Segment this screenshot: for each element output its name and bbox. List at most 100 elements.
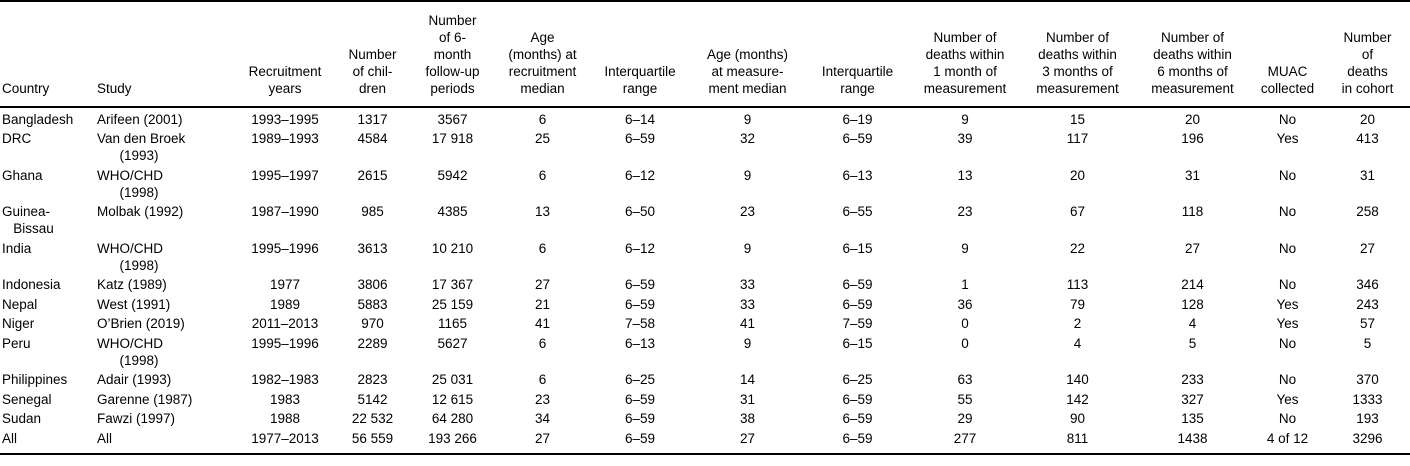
- cell-interquartile-range-recruitment: 6–14: [624, 111, 656, 127]
- header-row: Country Study Recruitment years Number of c…: [0, 1, 1410, 107]
- cell-deaths-within-6-months: 118: [1181, 204, 1204, 219]
- cell-deaths-within-1-month: 0: [961, 316, 969, 331]
- cell-age-at-recruitment-median: 34: [534, 411, 551, 426]
- cell-age-at-recruitment-median: 27: [534, 430, 551, 446]
- cell-deaths-in-cohort: 193: [1356, 411, 1379, 426]
- cell-interquartile-range-measurement: 6–19: [842, 111, 873, 127]
- column-header-age-at-recruitment-median: Age (months) at recruitment median: [508, 30, 577, 96]
- cell-country: Senegal: [2, 391, 52, 407]
- cell-age-at-measurement-median: 41: [739, 316, 756, 331]
- cell-deaths-within-1-month: 13: [957, 167, 973, 183]
- cell-age-at-measurement-median: 9: [743, 335, 752, 351]
- cell-deaths-within-6-months: 27: [1184, 240, 1201, 256]
- cell-recruitment-years: 1987–1990: [251, 204, 319, 219]
- cell-number-of-children: 4584: [357, 131, 388, 146]
- cell-number-of-children: 1317: [357, 111, 388, 127]
- cell-age-at-recruitment-median: 13: [534, 204, 551, 219]
- cell-number-of-children: 970: [361, 316, 384, 331]
- cell-deaths-within-3-months: 142: [1066, 391, 1089, 407]
- cell-muac-collected: No: [1278, 335, 1297, 351]
- cell-deaths-within-1-month: 0: [961, 335, 969, 351]
- cell-deaths-in-cohort: 346: [1356, 277, 1379, 292]
- cell-recruitment-years: 1977–2013: [251, 430, 319, 446]
- cell-deaths-in-cohort: 1333: [1352, 391, 1383, 407]
- cell-number-of-children: 56 559: [351, 430, 394, 446]
- cell-study: Van den Broek (1993): [97, 131, 186, 163]
- cell-recruitment-years: 1989–1993: [251, 131, 319, 146]
- cell-country: DRC: [2, 131, 32, 146]
- cell-recruitment-years: 1993–1995: [251, 111, 319, 127]
- cell-age-at-recruitment-median: 41: [534, 316, 551, 331]
- cell-deaths-within-3-months: 4: [1073, 335, 1082, 351]
- cell-deaths-in-cohort: 243: [1356, 296, 1379, 312]
- cell-number-of-children: 3613: [357, 240, 388, 256]
- table-row: Philippines Adair (1993) 1982–1983 2823 25 0…: [0, 369, 1410, 389]
- cell-age-at-measurement-median: 27: [739, 430, 756, 446]
- cell-age-at-measurement-median: 31: [739, 391, 756, 407]
- cell-age-at-recruitment-median: 6: [538, 372, 547, 387]
- cell-interquartile-range-recruitment: 6–50: [624, 204, 656, 219]
- cell-study: WHO/CHD (1998): [97, 335, 163, 368]
- cell-deaths-within-3-months: 2: [1073, 316, 1082, 331]
- cell-deaths-in-cohort: 413: [1356, 131, 1379, 146]
- table-row: Niger O’Brien (2019) 2011–2013 970 1165 41 7–5…: [0, 313, 1410, 333]
- column-header-number-of-followup-periods: Number of 6- month follow-up periods: [425, 13, 480, 96]
- cell-deaths-within-1-month: 39: [957, 131, 973, 146]
- cell-muac-collected: 4 of 12: [1266, 430, 1309, 446]
- cell-study: WHO/CHD (1998): [97, 240, 163, 273]
- cell-deaths-in-cohort: 5: [1363, 335, 1372, 351]
- cell-age-at-recruitment-median: 6: [538, 111, 547, 127]
- cell-country: Peru: [2, 335, 31, 351]
- cell-interquartile-range-measurement: 6–59: [842, 391, 873, 407]
- cell-age-at-measurement-median: 38: [739, 411, 756, 426]
- cell-country: All: [2, 430, 18, 446]
- cell-country: Sudan: [2, 411, 42, 426]
- cell-study: Molbak (1992): [97, 204, 184, 219]
- table-body: Bangladesh Arifeen (2001) 1993–1995 1317 356…: [0, 107, 1410, 454]
- cell-number-of-children: 985: [361, 204, 384, 219]
- cell-age-at-recruitment-median: 25: [534, 131, 551, 146]
- cell-age-at-measurement-median: 33: [739, 296, 756, 312]
- cell-number-of-followup-periods: 17 367: [431, 277, 474, 292]
- cell-interquartile-range-recruitment: 6–59: [624, 391, 656, 407]
- cell-number-of-followup-periods: 25 031: [431, 372, 474, 387]
- cell-age-at-recruitment-median: 21: [534, 296, 551, 312]
- cell-number-of-children: 3806: [357, 277, 388, 292]
- cell-deaths-within-6-months: 233: [1181, 372, 1204, 387]
- cell-country: Nepal: [2, 296, 38, 312]
- cell-interquartile-range-measurement: 7–59: [842, 316, 873, 331]
- cell-deaths-within-1-month: 29: [957, 411, 973, 426]
- cell-age-at-measurement-median: 23: [739, 204, 756, 219]
- cell-muac-collected: Yes: [1276, 131, 1299, 146]
- cell-study: Katz (1989): [97, 277, 167, 292]
- column-header-age-at-measurement-median: Age (months) at measure- ment median: [706, 47, 789, 96]
- cell-recruitment-years: 1977: [269, 277, 301, 292]
- cell-recruitment-years: 1982–1983: [251, 372, 319, 387]
- column-header-muac-collected: MUAC collected: [1260, 64, 1315, 96]
- cell-interquartile-range-measurement: 6–59: [842, 411, 873, 426]
- column-header-study: Study: [97, 81, 132, 96]
- cell-deaths-within-6-months: 4: [1188, 316, 1197, 331]
- cell-interquartile-range-recruitment: 6–59: [624, 131, 656, 146]
- table-row: India WHO/CHD (1998) 1995–1996 3613 10 210 6 6…: [0, 237, 1410, 274]
- column-header-deaths-within-1-month: Number of deaths within 1 month of measu…: [923, 30, 1007, 96]
- cell-number-of-children: 5883: [357, 296, 388, 312]
- cell-deaths-within-6-months: 5: [1188, 335, 1197, 351]
- column-header-deaths-in-cohort: Number of deaths in cohort: [1341, 30, 1394, 96]
- cell-interquartile-range-recruitment: 6–13: [624, 335, 656, 351]
- cell-recruitment-years: 2011–2013: [251, 316, 319, 331]
- cell-country: Indonesia: [2, 277, 61, 292]
- column-header-deaths-within-6-months: Number of deaths within 6 months of meas…: [1151, 30, 1234, 96]
- cell-age-at-measurement-median: 14: [739, 372, 756, 387]
- cell-muac-collected: No: [1278, 411, 1297, 426]
- cell-muac-collected: Yes: [1276, 296, 1299, 312]
- cell-number-of-followup-periods: 1165: [437, 316, 468, 331]
- cell-number-of-followup-periods: 5942: [437, 167, 468, 183]
- column-header-deaths-within-3-months: Number of deaths within 3 months of meas…: [1036, 30, 1119, 96]
- cell-age-at-recruitment-median: 6: [538, 240, 547, 256]
- cell-age-at-measurement-median: 32: [739, 131, 756, 146]
- cell-recruitment-years: 1989: [269, 296, 301, 312]
- cell-number-of-followup-periods: 17 918: [431, 131, 474, 146]
- cell-number-of-followup-periods: 64 280: [431, 411, 474, 426]
- cell-deaths-within-3-months: 15: [1069, 111, 1086, 127]
